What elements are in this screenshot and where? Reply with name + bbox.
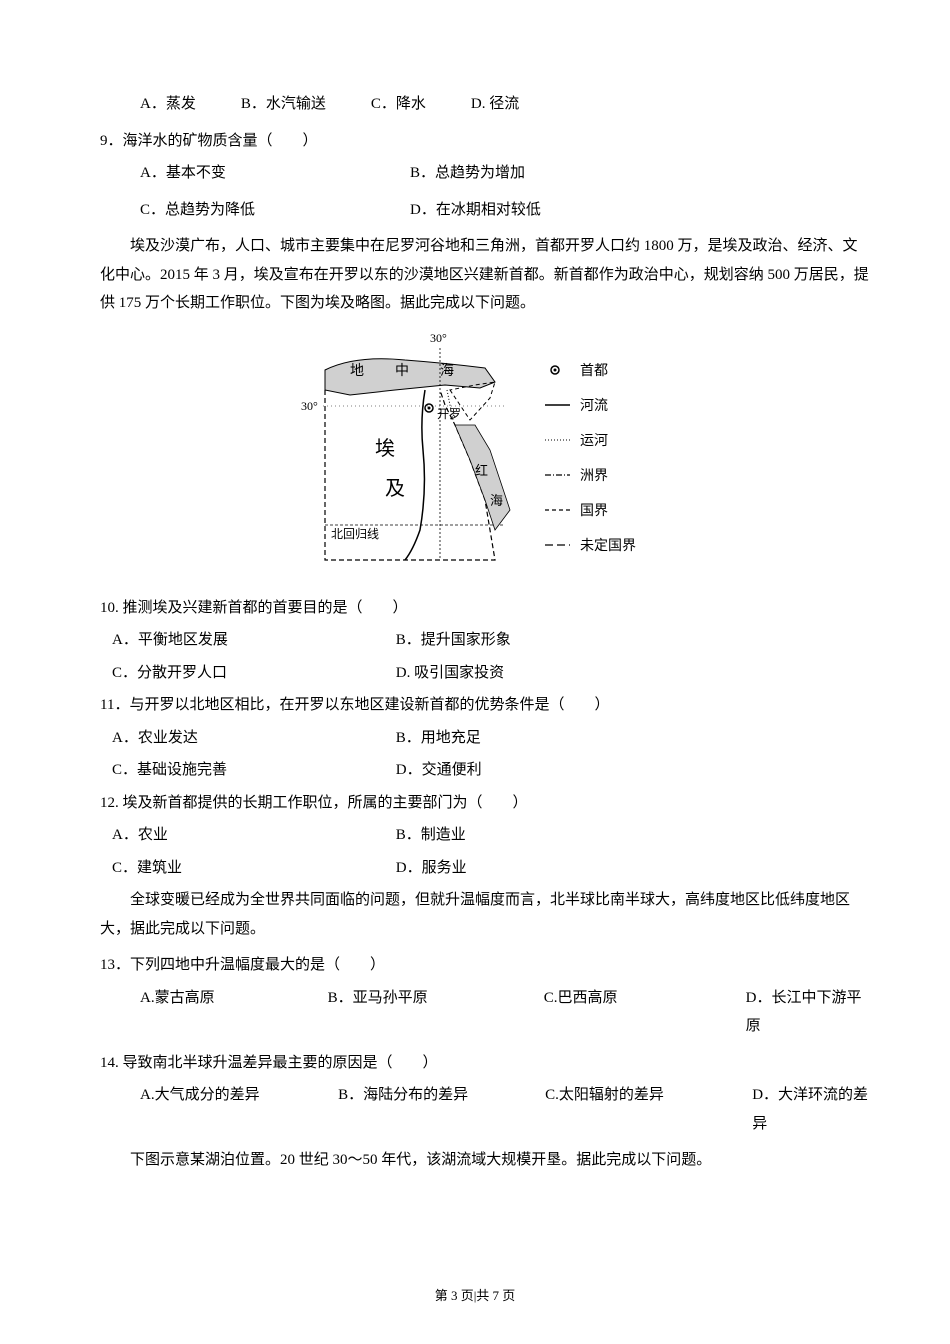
legend-undefined: 未定国界	[580, 538, 636, 554]
q9-stem: 9．海洋水的矿物质含量（ ）	[100, 127, 870, 156]
map-label-zhong: 中	[395, 363, 409, 379]
q11-option-a: A．农业发达	[112, 724, 347, 753]
q12-option-b: B．制造业	[396, 827, 466, 843]
q9-option-b: B．总趋势为增加	[410, 159, 525, 188]
legend-border: 国界	[580, 504, 608, 519]
q13-option-c: C.巴西高原	[544, 984, 701, 1041]
q8-option-b: B．水汽输送	[241, 90, 326, 119]
q9-option-d: D．在冰期相对较低	[410, 196, 541, 225]
q13-stem: 13．下列四地中升温幅度最大的是（ ）	[100, 951, 870, 980]
map-label-di: 地	[350, 363, 364, 379]
q10-option-a: A．平衡地区发展	[112, 626, 347, 655]
tropic-label: 北回归线	[331, 527, 379, 541]
q14-option-b: B．海陆分布的差异	[338, 1081, 500, 1138]
q8-option-a: A．蒸发	[140, 90, 196, 119]
capital-label: 开罗	[437, 407, 461, 421]
q12-row2: C．建筑业 D．服务业	[112, 854, 870, 883]
q9-options-row2: C．总趋势为降低 D．在冰期相对较低	[140, 196, 870, 225]
legend-continent: 洲界	[580, 469, 608, 484]
legend-canal: 运河	[580, 433, 608, 449]
q9-option-a: A．基本不变	[140, 159, 365, 188]
hai2-label: 海	[490, 493, 503, 508]
map-label-hai: 海	[440, 363, 454, 379]
q11-row1: A．农业发达 B．用地充足	[112, 724, 870, 753]
q11-row2: C．基础设施完善 D．交通便利	[112, 756, 870, 785]
q13-option-d: D．长江中下游平原	[746, 984, 870, 1041]
nile-river	[405, 390, 425, 560]
capital-dot	[428, 406, 431, 409]
q11-option-b: B．用地充足	[396, 730, 481, 746]
q10-stem: 10. 推测埃及兴建新首都的首要目的是（ ）	[100, 594, 870, 623]
page-footer: 第 3 页|共 7 页	[0, 1285, 950, 1304]
q14-stem: 14. 导致南北半球升温差异最主要的原因是（ ）	[100, 1049, 870, 1078]
egypt-map: 30° 地 中 海 30° 北回归线 开罗 埃 及 红 海	[295, 330, 655, 580]
q14-option-c: C.太阳辐射的差异	[545, 1081, 707, 1138]
country-ai: 埃	[375, 437, 395, 460]
q12-option-a: A．农业	[112, 821, 347, 850]
q11-option-c: C．基础设施完善	[112, 756, 347, 785]
q13-option-a: A.蒙古高原	[140, 984, 283, 1041]
q14-options: A.大气成分的差异 B．海陆分布的差异 C.太阳辐射的差异 D．大洋环流的差异	[140, 1081, 870, 1138]
q14-option-d: D．大洋环流的差异	[752, 1081, 870, 1138]
q13-options: A.蒙古高原 B．亚马孙平原 C.巴西高原 D．长江中下游平原	[140, 984, 870, 1041]
q12-option-c: C．建筑业	[112, 854, 347, 883]
map-legend: 首都 河流 运河 洲界 国界 未定国界	[545, 363, 636, 554]
passage-lake: 下图示意某湖泊位置。20 世纪 30～50 年代，该湖流域大规模开垦。据此完成以…	[100, 1146, 870, 1175]
q12-option-d: D．服务业	[396, 860, 467, 876]
country-ji: 及	[385, 478, 405, 500]
q9-option-c: C．总趋势为降低	[140, 196, 365, 225]
q8-option-d: D. 径流	[471, 90, 519, 119]
hong-label: 红	[475, 463, 488, 478]
legend-capital-dot	[554, 368, 557, 371]
q14-option-a: A.大气成分的差异	[140, 1081, 293, 1138]
legend-river: 河流	[580, 398, 608, 414]
q13-option-b: B．亚马孙平原	[328, 984, 499, 1041]
q10-option-b: B．提升国家形象	[396, 632, 511, 648]
legend-capital: 首都	[580, 363, 608, 379]
map-left-latitude: 30°	[301, 399, 318, 413]
q11-stem: 11．与开罗以北地区相比，在开罗以东地区建设新首都的优势条件是（ ）	[100, 691, 870, 720]
q12-row1: A．农业 B．制造业	[112, 821, 870, 850]
q10-row2: C．分散开罗人口 D. 吸引国家投资	[112, 659, 870, 688]
q8-options: A．蒸发 B．水汽输送 C．降水 D. 径流	[140, 90, 870, 119]
q10-option-c: C．分散开罗人口	[112, 659, 347, 688]
q8-option-c: C．降水	[371, 90, 426, 119]
egypt-map-container: 30° 地 中 海 30° 北回归线 开罗 埃 及 红 海	[80, 330, 870, 580]
q12-stem: 12. 埃及新首都提供的长期工作职位，所属的主要部门为（ ）	[100, 789, 870, 818]
map-top-longitude: 30°	[430, 331, 447, 345]
passage-warming: 全球变暖已经成为全世界共同面临的问题，但就升温幅度而言，北半球比南半球大，高纬度…	[100, 886, 870, 943]
q11-option-d: D．交通便利	[396, 762, 482, 778]
q10-option-d: D. 吸引国家投资	[396, 665, 504, 681]
passage-egypt: 埃及沙漠广布，人口、城市主要集中在尼罗河谷地和三角洲，首都开罗人口约 1800 …	[100, 232, 870, 318]
q9-options-row1: A．基本不变 B．总趋势为增加	[140, 159, 870, 188]
q10-row1: A．平衡地区发展 B．提升国家形象	[112, 626, 870, 655]
